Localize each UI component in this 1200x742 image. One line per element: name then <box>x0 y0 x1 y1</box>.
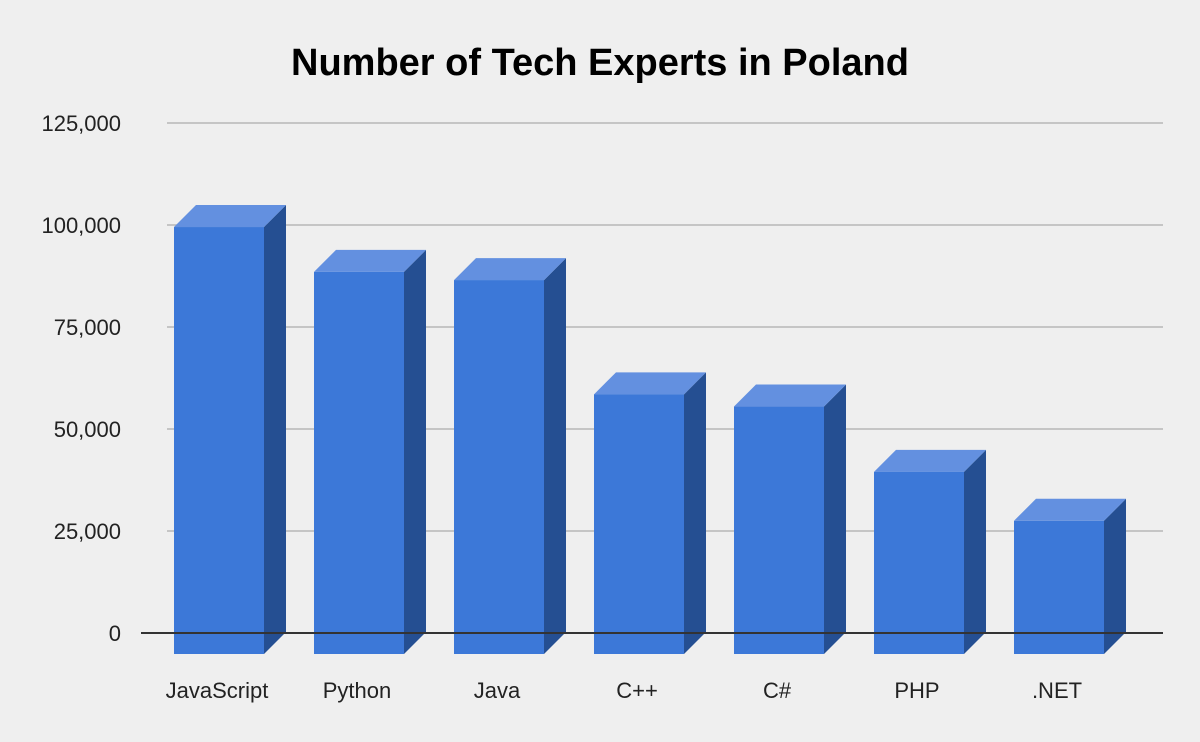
bar-top <box>594 372 706 395</box>
bar <box>734 384 846 654</box>
bar-front <box>174 227 264 655</box>
bar-top <box>174 205 286 228</box>
bar-front <box>454 280 544 654</box>
bar-side <box>1104 498 1126 654</box>
bar-side <box>684 372 706 654</box>
y-tick-label: 75,000 <box>54 315 121 340</box>
bar-side <box>264 205 286 655</box>
bar-top <box>874 449 986 472</box>
y-tick-label: 25,000 <box>54 519 121 544</box>
bar-front <box>594 394 684 654</box>
bar-front <box>734 406 824 654</box>
bar <box>594 372 706 654</box>
bar-top <box>1014 498 1126 521</box>
bars <box>174 205 1126 655</box>
bar-side <box>404 249 426 655</box>
bar-front <box>314 271 404 654</box>
y-tick-label: 125,000 <box>41 111 121 136</box>
bar <box>454 258 566 654</box>
x-tick-label: C# <box>763 678 792 703</box>
x-tick-label: C++ <box>616 678 658 703</box>
bar <box>174 205 286 655</box>
bar <box>1014 498 1126 654</box>
x-tick-label: Python <box>323 678 392 703</box>
bar-side <box>544 258 566 654</box>
bar <box>314 249 426 655</box>
y-tick-label: 50,000 <box>54 417 121 442</box>
x-tick-label: JavaScript <box>166 678 269 703</box>
bar-top <box>734 384 846 407</box>
bar-side <box>964 449 986 654</box>
bar-top <box>314 249 426 272</box>
x-axis-labels: JavaScript Python Java C++ C# PHP .NET <box>166 678 1082 703</box>
x-tick-label: PHP <box>894 678 939 703</box>
chart-title: Number of Tech Experts in Poland <box>291 42 909 84</box>
bar-front <box>874 471 964 654</box>
y-axis-ticks: 0 25,000 50,000 75,000 100,000 125,000 <box>41 111 121 646</box>
bar-front <box>1014 520 1104 654</box>
bar-side <box>824 384 846 654</box>
x-tick-label: .NET <box>1032 678 1082 703</box>
x-tick-label: Java <box>474 678 521 703</box>
bar <box>874 449 986 654</box>
y-tick-label: 100,000 <box>41 213 121 238</box>
bar-top <box>454 258 566 281</box>
y-tick-label: 0 <box>109 621 121 646</box>
